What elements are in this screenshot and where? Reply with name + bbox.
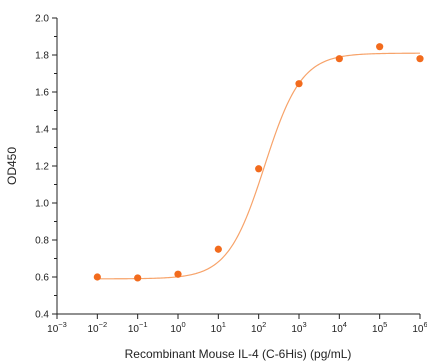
y-tick-label: 2.0 xyxy=(35,14,49,25)
x-tick-label: 10−1 xyxy=(128,320,148,335)
y-tick-label: 0.6 xyxy=(35,273,49,284)
x-tick-exponent: 3 xyxy=(302,320,306,329)
x-tick-exponent: 4 xyxy=(343,320,347,329)
x-tick-exponent: 2 xyxy=(262,320,266,329)
x-tick-base: 10 xyxy=(170,324,182,335)
fit-curve xyxy=(97,52,420,280)
data-point xyxy=(134,274,142,282)
y-tick-label: 1.6 xyxy=(35,88,49,99)
data-points xyxy=(93,43,424,282)
y-axis: 0.4 0.6 0.8 1.0 1.2 1.4 1.6 1.8 2.0 xyxy=(35,14,58,321)
x-tick-label: 10−2 xyxy=(87,320,107,335)
data-point xyxy=(255,165,263,173)
data-point xyxy=(295,80,303,88)
x-tick-label: 105 xyxy=(372,320,387,335)
x-tick-label: 104 xyxy=(332,320,347,335)
y-ticks: 0.4 0.6 0.8 1.0 1.2 1.4 1.6 1.8 2.0 xyxy=(35,14,57,321)
x-tick-exponent: 6 xyxy=(423,320,427,329)
data-point xyxy=(376,43,384,51)
x-tick-exponent: 0 xyxy=(181,320,185,329)
x-tick-exponent: 1 xyxy=(222,320,226,329)
x-tick-base: 10 xyxy=(372,324,384,335)
x-tick-base: 10 xyxy=(291,324,303,335)
x-axis-title: Recombinant Mouse IL-4 (C-6His) (pg/mL) xyxy=(125,347,352,361)
y-tick-label: 1.8 xyxy=(35,51,49,62)
x-tick-label: 106 xyxy=(412,320,427,335)
x-tick-base: 10 xyxy=(87,324,99,335)
x-tick-base: 10 xyxy=(211,324,223,335)
y-axis-title: OD450 xyxy=(5,147,19,185)
x-tick-label: 102 xyxy=(251,320,266,335)
x-tick-exponent: −2 xyxy=(99,320,108,329)
data-point xyxy=(174,270,182,278)
y-tick-label: 1.2 xyxy=(35,162,49,173)
data-point xyxy=(416,55,424,63)
data-point xyxy=(214,245,222,253)
y-tick-label: 1.0 xyxy=(35,199,49,210)
y-tick-label: 0.4 xyxy=(35,310,49,321)
y-tick-label: 1.4 xyxy=(35,125,49,136)
x-tick-base: 10 xyxy=(128,324,140,335)
x-tick-base: 10 xyxy=(251,324,263,335)
x-tick-base: 10 xyxy=(332,324,344,335)
x-ticks: 10−3 10−2 10−1 100 101 102 103 104 105 106 xyxy=(47,314,427,335)
x-tick-exponent: 5 xyxy=(383,320,387,329)
x-tick-label: 101 xyxy=(211,320,226,335)
x-tick-label: 10−3 xyxy=(47,320,67,335)
y-tick-label: 0.8 xyxy=(35,236,49,247)
data-point xyxy=(335,55,343,63)
x-tick-exponent: −1 xyxy=(139,320,148,329)
x-tick-label: 103 xyxy=(291,320,306,335)
x-tick-label: 100 xyxy=(170,320,185,335)
x-axis: 10−3 10−2 10−1 100 101 102 103 104 105 106 xyxy=(47,313,427,335)
data-point xyxy=(93,273,101,281)
x-tick-base: 10 xyxy=(412,324,424,335)
x-tick-exponent: −3 xyxy=(58,320,67,329)
x-tick-base: 10 xyxy=(47,324,59,335)
